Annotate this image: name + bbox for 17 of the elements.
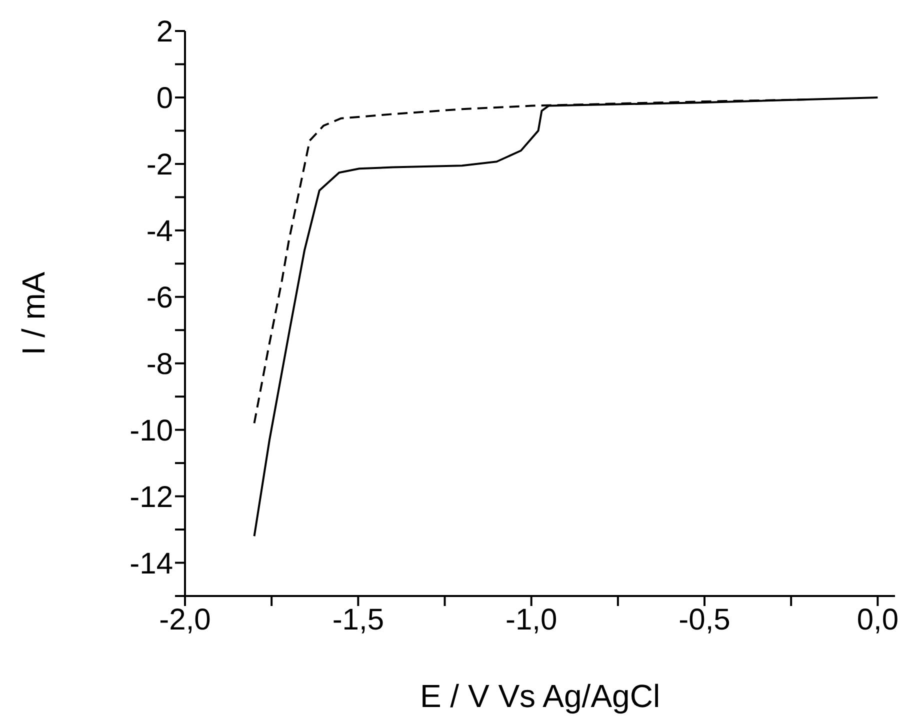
x-tick-label: -1,0: [505, 603, 558, 636]
x-tick-label: -0,5: [678, 603, 730, 636]
y-tick-label: -8: [146, 348, 173, 382]
y-tick-label: -2: [146, 148, 173, 182]
y-tick-label: 0: [156, 82, 173, 116]
x-axis-title: E / V Vs Ag/AgCl: [420, 678, 660, 714]
y-tick-label: -10: [130, 414, 173, 448]
y-axis-title: I / mA: [15, 271, 52, 356]
x-tick-label: -1,5: [332, 603, 384, 636]
y-tick-label: -12: [130, 480, 173, 514]
y-tick-label: -14: [130, 547, 173, 580]
line-series: [253, 96, 879, 538]
x-tick-label: -2,0: [159, 603, 211, 636]
y-tick-label: -6: [146, 282, 173, 315]
x-tick-label: 0,0: [856, 603, 899, 636]
y-tick-label: -4: [146, 215, 173, 248]
y-tick-label: 2: [156, 16, 173, 49]
